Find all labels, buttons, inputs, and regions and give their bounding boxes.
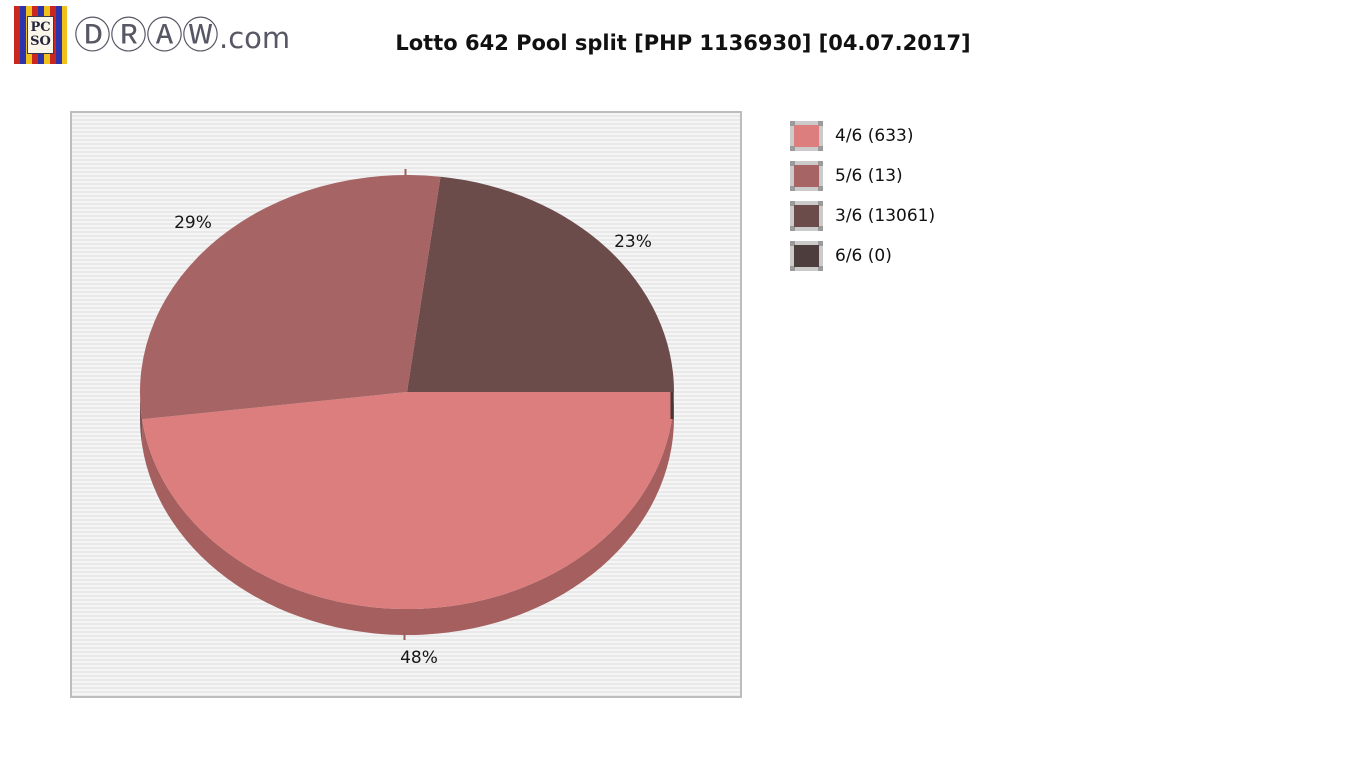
site-name: ⒹⓇⒶⓌ [74, 13, 219, 57]
legend-swatch-color [794, 125, 819, 147]
pie-slice-edge [670, 392, 674, 419]
legend-swatch [790, 241, 823, 271]
legend-swatch-color [794, 245, 819, 267]
legend-swatch [790, 121, 823, 151]
legend-swatch-color [794, 205, 819, 227]
pie-chart: 23% 48% 29% [139, 169, 675, 668]
legend-swatch [790, 201, 823, 231]
pie-legend: 4/6 (633) 5/6 (13) 3/6 (13061) 6/6 (0) [790, 121, 935, 281]
pie-slice-3/6 [407, 176, 674, 392]
legend-item: 5/6 (13) [790, 161, 935, 191]
legend-label: 6/6 (0) [835, 246, 892, 266]
pcso-logo-icon: PC SO [14, 6, 67, 64]
pie-percent-label: 29% [174, 213, 212, 233]
legend-label: 5/6 (13) [835, 166, 903, 186]
pcso-logo-line1: PC [30, 20, 51, 35]
chart-panel: 23% 48% 29% [70, 111, 742, 698]
pcso-logo-line2: SO [30, 34, 51, 49]
pie-top-slices [139, 174, 675, 610]
pie-percent-label: 23% [614, 232, 652, 252]
site-wordmark: ⒹⓇⒶⓌ .com [74, 17, 290, 54]
page-title: Lotto 642 Pool split [PHP 1136930] [04.0… [395, 31, 971, 55]
legend-item: 6/6 (0) [790, 241, 935, 271]
legend-label: 4/6 (633) [835, 126, 914, 146]
legend-item: 3/6 (13061) [790, 201, 935, 231]
pie-rim-5/6 [140, 392, 143, 446]
pie-percent-label: 48% [400, 648, 438, 668]
site-logo[interactable]: PC SO ⒹⓇⒶⓌ .com [14, 6, 290, 64]
legend-item: 4/6 (633) [790, 121, 935, 151]
site-tld: .com [219, 20, 291, 55]
pie-slice-5/6 [139, 174, 441, 420]
pie-slice-4/6 [142, 392, 675, 610]
legend-label: 3/6 (13061) [835, 206, 936, 226]
pie-depth-rims [140, 392, 675, 636]
pcso-logo-text: PC SO [27, 16, 54, 54]
legend-swatch-color [794, 165, 819, 187]
legend-swatch [790, 161, 823, 191]
